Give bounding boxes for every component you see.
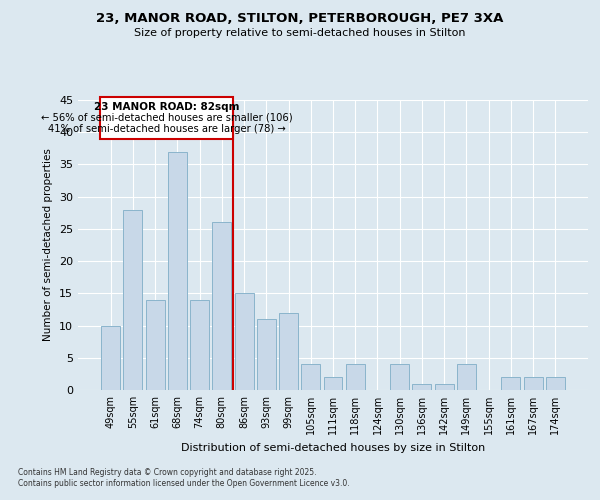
Bar xyxy=(146,300,164,390)
Bar xyxy=(301,364,320,390)
Bar xyxy=(412,384,431,390)
Bar xyxy=(101,326,120,390)
Bar xyxy=(346,364,365,390)
Text: Contains HM Land Registry data © Crown copyright and database right 2025.
Contai: Contains HM Land Registry data © Crown c… xyxy=(18,468,350,487)
Text: 41% of semi-detached houses are larger (78) →: 41% of semi-detached houses are larger (… xyxy=(48,124,286,134)
Bar xyxy=(168,152,187,390)
Bar xyxy=(257,319,276,390)
Bar xyxy=(212,222,231,390)
Text: 23, MANOR ROAD, STILTON, PETERBOROUGH, PE7 3XA: 23, MANOR ROAD, STILTON, PETERBOROUGH, P… xyxy=(97,12,503,26)
Bar xyxy=(502,377,520,390)
Bar xyxy=(235,294,254,390)
Text: Size of property relative to semi-detached houses in Stilton: Size of property relative to semi-detach… xyxy=(134,28,466,38)
Bar xyxy=(457,364,476,390)
Bar xyxy=(279,312,298,390)
Bar xyxy=(323,377,343,390)
Bar xyxy=(100,97,233,138)
X-axis label: Distribution of semi-detached houses by size in Stilton: Distribution of semi-detached houses by … xyxy=(181,442,485,452)
Bar xyxy=(546,377,565,390)
Bar xyxy=(524,377,542,390)
Text: 23 MANOR ROAD: 82sqm: 23 MANOR ROAD: 82sqm xyxy=(94,102,239,112)
Y-axis label: Number of semi-detached properties: Number of semi-detached properties xyxy=(43,148,53,342)
Bar xyxy=(124,210,142,390)
Bar xyxy=(390,364,409,390)
Bar xyxy=(435,384,454,390)
Bar xyxy=(190,300,209,390)
Text: ← 56% of semi-detached houses are smaller (106): ← 56% of semi-detached houses are smalle… xyxy=(41,113,292,123)
